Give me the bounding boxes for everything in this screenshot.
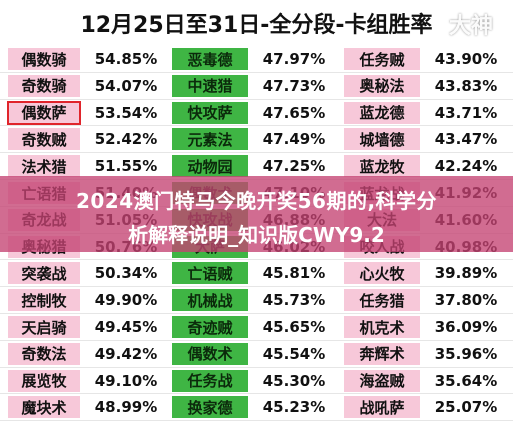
deck-name-cell: 动物园: [172, 155, 248, 178]
brand-logo: 大神: [448, 14, 493, 39]
deck-name-cell: 蓝龙德: [344, 101, 420, 124]
deck-name-cell: 魔块术: [8, 396, 80, 419]
deck-name-cell: 突袭战: [8, 262, 80, 285]
winrate-cell: 49.10%: [86, 369, 166, 392]
deck-name-cell: 海盗贼: [344, 369, 420, 392]
deck-name-cell: 城墙德: [344, 128, 420, 151]
winrate-cell: 49.90%: [86, 289, 166, 312]
deck-name-cell: 蓝龙牧: [344, 155, 420, 178]
row-divider: [0, 420, 513, 422]
table-row: 奇数骑 54.07% 中速猎 47.73% 奥秘法 43.83%: [0, 73, 513, 99]
row-divider: [0, 313, 513, 314]
winrate-cell: 39.89%: [426, 262, 506, 285]
winrate-cell: 54.07%: [86, 74, 166, 97]
table-row: 控制牧 49.90% 机械战 45.73% 任务猎 37.80%: [0, 287, 513, 313]
winrate-cell: 49.42%: [86, 342, 166, 365]
banner-line-2[interactable]: 析解释说明_知识版CWY9.2: [128, 222, 385, 247]
page-title: 12月25日至31日-全分段-卡组胜率: [0, 0, 513, 46]
table-row: 突袭战 50.34% 亡语贼 45.81% 心火牧 39.89%: [0, 260, 513, 286]
winrate-cell: 43.83%: [426, 74, 506, 97]
deck-name-cell: 任务贼: [344, 48, 420, 70]
table-row: 魔块术 48.99% 换家德 45.23% 战吼萨 25.07%: [0, 394, 513, 420]
table-row: 法术猎 51.55% 动物园 47.25% 蓝龙牧 42.24%: [0, 153, 513, 179]
deck-name-cell: 战吼萨: [344, 396, 420, 419]
winrate-cell: 48.99%: [86, 396, 166, 419]
winrate-cell: 45.30%: [254, 369, 334, 392]
winrate-cell: 36.09%: [426, 316, 506, 338]
deck-name-cell: 天启骑: [8, 316, 80, 338]
deck-name-cell: 元素法: [172, 128, 248, 151]
winrate-cell: 43.90%: [426, 48, 506, 70]
row-divider: [0, 393, 513, 395]
deck-name-cell: 奇迹贼: [172, 316, 248, 338]
row-divider: [0, 125, 513, 127]
table-row: 偶数骑 54.85% 恶毒德 47.97% 任务贼 43.90%: [0, 46, 513, 72]
winrate-cell: 47.97%: [254, 48, 334, 70]
winrate-cell: 35.96%: [426, 342, 506, 365]
deck-name-cell: 奇数法: [8, 342, 80, 365]
deck-name-cell: 偶数骑: [8, 48, 80, 70]
row-divider: [0, 366, 513, 368]
row-divider: [0, 339, 513, 341]
row-divider: [0, 98, 513, 100]
winrate-cell: 45.73%: [254, 289, 334, 312]
winrate-cell: 25.07%: [426, 396, 506, 419]
winrate-cell: 45.81%: [254, 262, 334, 285]
deck-name-cell: 机克术: [344, 316, 420, 338]
deck-name-cell: 机械战: [172, 289, 248, 312]
table-row: 奇数贼 52.42% 元素法 47.49% 城墙德 43.47%: [0, 126, 513, 152]
deck-name-cell: 亡语贼: [172, 262, 248, 285]
table-row: 天启骑 49.45% 奇迹贼 45.65% 机克术 36.09%: [0, 314, 513, 340]
winrate-cell: 47.73%: [254, 74, 334, 97]
deck-name-cell: 展览牧: [8, 369, 80, 392]
deck-name-cell: 奔辉术: [344, 342, 420, 365]
winrate-cell: 49.45%: [86, 316, 166, 338]
deck-name-cell: 控制牧: [8, 289, 80, 312]
row-divider: [0, 286, 513, 288]
deck-name-cell: 奥秘法: [344, 74, 420, 97]
winrate-cell: 47.65%: [254, 101, 334, 124]
table-row: 偶数萨 53.54% 快攻萨 47.65% 蓝龙德 43.71%: [0, 100, 513, 126]
winrate-cell: 47.49%: [254, 128, 334, 151]
deck-name-cell: 心火牧: [344, 262, 420, 285]
winrate-cell: 43.47%: [426, 128, 506, 151]
winrate-cell: 42.24%: [426, 155, 506, 178]
winrate-cell: 51.55%: [86, 155, 166, 178]
winrate-cell: 37.80%: [426, 289, 506, 312]
deck-name-cell: 法术猎: [8, 155, 80, 178]
winrate-cell: 54.85%: [86, 48, 166, 70]
deck-name-cell: 偶数萨: [7, 100, 81, 125]
winrate-cell: 45.54%: [254, 342, 334, 365]
winrate-cell: 45.65%: [254, 316, 334, 338]
table-row: 展览牧 49.10% 任务战 45.30% 海盗贼 35.64%: [0, 368, 513, 394]
winrate-cell: 53.54%: [86, 101, 166, 124]
row-divider: [0, 259, 513, 261]
deck-name-cell: 偶数术: [172, 342, 248, 365]
deck-name-cell: 任务战: [172, 369, 248, 392]
deck-name-cell: 换家德: [172, 396, 248, 419]
deck-name-cell: 恶毒德: [172, 48, 248, 70]
winrate-cell: 45.23%: [254, 396, 334, 419]
winrate-cell: 35.64%: [426, 369, 506, 392]
deck-name-cell: 奇数骑: [8, 74, 80, 97]
row-divider: [0, 71, 513, 73]
deck-name-cell: 快攻萨: [172, 101, 248, 124]
deck-name-cell: 奇数贼: [8, 128, 80, 151]
winrate-cell: 43.71%: [426, 101, 506, 124]
deck-name-cell: 中速猎: [172, 74, 248, 97]
banner-overlay: [0, 176, 513, 252]
deck-name-cell: 任务猎: [344, 289, 420, 312]
table-row: 奇数法 49.42% 偶数术 45.54% 奔辉术 35.96%: [0, 341, 513, 367]
banner-line-1[interactable]: 2024澳门特马今晚开奖56期的,科学分: [75, 188, 438, 213]
winrate-cell: 50.34%: [86, 262, 166, 285]
row-divider: [0, 152, 513, 154]
winrate-cell: 47.25%: [254, 155, 334, 178]
winrate-cell: 52.42%: [86, 128, 166, 151]
